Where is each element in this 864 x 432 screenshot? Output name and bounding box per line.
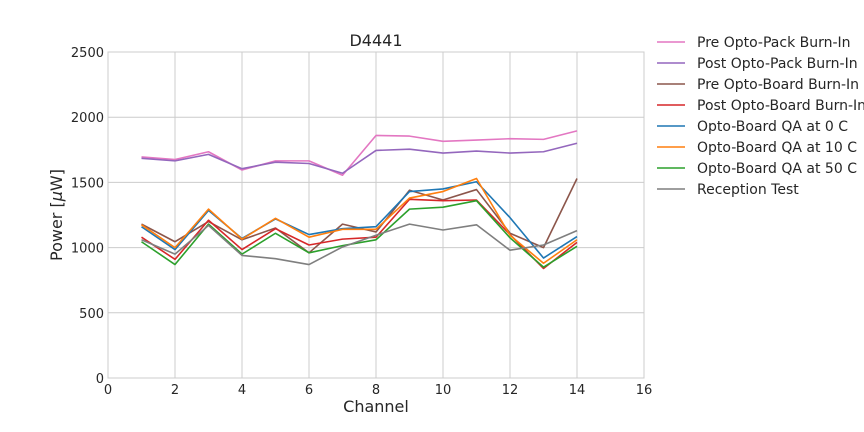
y-axis-label-prefix: Power [ <box>47 201 66 261</box>
legend-item: Pre Opto-Pack Burn-In <box>657 35 851 51</box>
legend-item: Opto-Board QA at 0 C <box>657 119 848 135</box>
x-tick-label: 6 <box>305 383 313 398</box>
y-axis-label-mu: μ <box>47 191 66 202</box>
x-tick-label: 10 <box>435 383 452 398</box>
grid <box>107 51 645 379</box>
legend-label: Opto-Board QA at 10 C <box>697 140 857 156</box>
legend: Pre Opto-Pack Burn-In Post Opto-Pack Burn… <box>657 35 864 198</box>
legend-label: Opto-Board QA at 50 C <box>697 161 857 177</box>
y-tick-label: 2500 <box>71 46 104 61</box>
x-tick-label: 4 <box>238 383 246 398</box>
legend-label: Reception Test <box>697 182 799 198</box>
y-tick-label: 1000 <box>71 242 104 257</box>
plot-frame <box>107 51 645 379</box>
y-axis-label: Power [μW] <box>47 169 66 261</box>
y-axis-label-unit: W] <box>47 169 66 191</box>
legend-label: Opto-Board QA at 0 C <box>697 119 848 135</box>
legend-item: Opto-Board QA at 10 C <box>657 140 857 156</box>
x-tick-label: 16 <box>636 383 653 398</box>
series-line-7 <box>141 199 578 268</box>
series-line-8 <box>141 223 578 266</box>
y-tick-label: 500 <box>79 307 104 322</box>
x-tick-label: 0 <box>104 383 112 398</box>
x-tick-label: 8 <box>372 383 380 398</box>
series-line-1 <box>141 130 578 177</box>
legend-label: Pre Opto-Pack Burn-In <box>697 35 851 51</box>
y-tick-label: 1500 <box>71 176 104 191</box>
legend-item: Pre Opto-Board Burn-In <box>657 77 859 93</box>
series-line-5 <box>141 180 578 259</box>
legend-item: Reception Test <box>657 182 799 198</box>
x-axis-label: Channel <box>343 397 409 416</box>
x-tick-labels: 0 2 4 6 8 10 12 14 16 <box>104 383 652 398</box>
chart-title: D4441 <box>349 31 402 50</box>
x-tick-label: 14 <box>569 383 586 398</box>
series-line-4 <box>141 198 578 270</box>
y-tick-label: 2000 <box>71 111 104 126</box>
y-tick-labels: 0 500 1000 1500 2000 2500 <box>71 46 104 387</box>
legend-label: Post Opto-Pack Burn-In <box>697 56 858 72</box>
x-tick-label: 2 <box>171 383 179 398</box>
x-tick-label: 12 <box>502 383 519 398</box>
y-tick-label: 0 <box>96 372 104 387</box>
legend-label: Pre Opto-Board Burn-In <box>697 77 859 93</box>
series-line-6 <box>141 177 578 265</box>
legend-item: Post Opto-Pack Burn-In <box>657 56 858 72</box>
legend-item: Opto-Board QA at 50 C <box>657 161 857 177</box>
series-line-2 <box>141 142 578 175</box>
legend-label: Post Opto-Board Burn-In <box>697 98 864 114</box>
series-lines <box>141 130 578 270</box>
legend-item: Post Opto-Board Burn-In <box>657 98 864 114</box>
